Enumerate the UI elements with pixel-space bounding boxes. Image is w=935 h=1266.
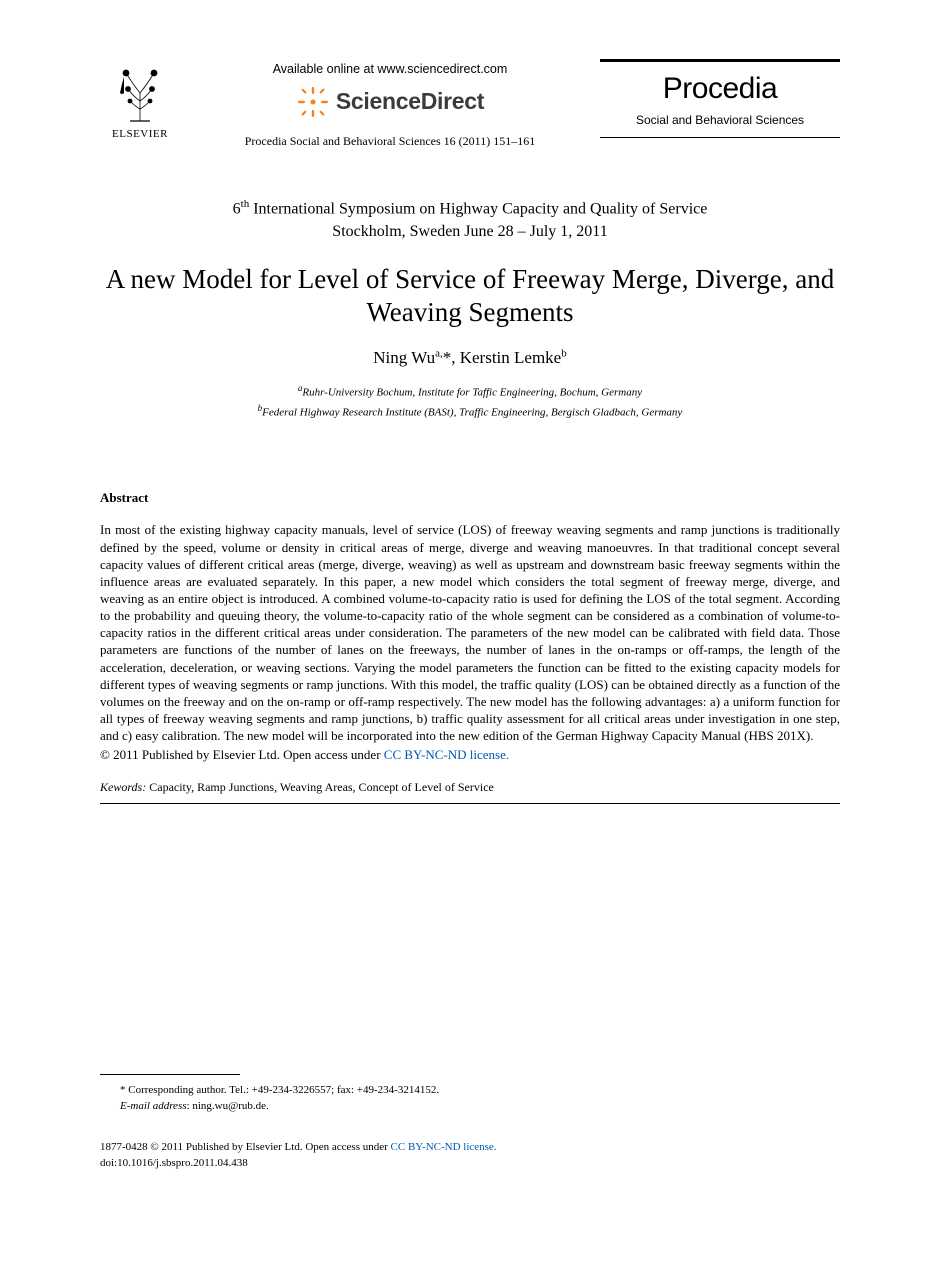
conf-ordinal-sup: th [241, 198, 250, 210]
conf-ordinal: 6 [233, 201, 241, 218]
sciencedirect-logo: ScienceDirect [180, 85, 600, 119]
corresponding-author-line: * Corresponding author. Tel.: +49-234-32… [120, 1083, 840, 1098]
email-label: E-mail address [120, 1100, 187, 1112]
conf-location-date: Stockholm, Sweden June 28 – July 1, 2011 [332, 223, 607, 240]
abstract-license-line: © 2011 Published by Elsevier Ltd. Open a… [100, 746, 840, 764]
page-footer: 1877-0428 © 2011 Published by Elsevier L… [100, 1140, 840, 1171]
license-prefix: © 2011 Published by Elsevier Ltd. [100, 747, 283, 762]
page-header: ELSEVIER Available online at www.science… [100, 55, 840, 149]
affiliations: aRuhr-University Bochum, Institute for T… [100, 382, 840, 421]
title-line-1: A new Model for Level of Service of Free… [106, 264, 835, 294]
license-link[interactable]: CC BY-NC-ND license. [384, 747, 509, 762]
sciencedirect-wordmark: ScienceDirect [336, 85, 484, 117]
author-2-affil-sup: b [561, 348, 567, 360]
footer-open-access: Open access under [305, 1141, 390, 1153]
conf-name: International Symposium on Highway Capac… [249, 201, 707, 218]
email-line: E-mail address: ning.wu@rub.de. [120, 1099, 840, 1114]
author-2-name: Kerstin Lemke [460, 348, 562, 367]
keywords-rule [100, 803, 840, 804]
keywords-line: Kewords: Capacity, Ramp Junctions, Weavi… [100, 779, 840, 796]
author-1-name: Ning Wu [373, 348, 435, 367]
corresponding-author-footnote: * Corresponding author. Tel.: +49-234-32… [100, 1083, 840, 1114]
affil-b-text: Federal Highway Research Institute (BASt… [262, 406, 682, 418]
available-online-text: Available online at www.sciencedirect.co… [180, 61, 600, 79]
author-1-asterisk: * [443, 348, 452, 367]
author-separator: , [451, 348, 460, 367]
footer-copyright-line: 1877-0428 © 2011 Published by Elsevier L… [100, 1140, 840, 1155]
title-line-2: Weaving Segments [366, 297, 573, 327]
procedia-subtitle: Social and Behavioral Sciences [604, 112, 836, 129]
conference-info: 6th International Symposium on Highway C… [100, 197, 840, 243]
license-open-access: Open access under [283, 747, 384, 762]
elsevier-tree-icon [112, 63, 168, 125]
keywords-text: Capacity, Ramp Junctions, Weaving Areas,… [146, 780, 494, 794]
footer-issn-copyright: 1877-0428 © 2011 Published by Elsevier L… [100, 1141, 305, 1153]
keywords-label: Kewords: [100, 780, 146, 794]
authors-line: Ning Wua,*, Kerstin Lemkeb [100, 346, 840, 370]
procedia-brand-box: Procedia Social and Behavioral Sciences [600, 59, 840, 138]
footer-license-link[interactable]: CC BY-NC-ND license. [391, 1141, 497, 1153]
footer-doi: doi:10.1016/j.sbspro.2011.04.438 [100, 1156, 840, 1171]
email-value: : ning.wu@rub.de. [187, 1100, 269, 1112]
elsevier-label: ELSEVIER [100, 127, 180, 142]
elsevier-logo-block: ELSEVIER [100, 55, 180, 142]
affil-a-text: Ruhr-University Bochum, Institute for Ta… [302, 387, 642, 399]
abstract-body: In most of the existing highway capacity… [100, 521, 840, 744]
abstract-heading: Abstract [100, 489, 840, 507]
sciencedirect-mark-icon [296, 85, 330, 119]
footnote-rule [100, 1074, 240, 1075]
author-1-affil-sup: a, [435, 348, 443, 360]
journal-citation: Procedia Social and Behavioral Sciences … [180, 133, 600, 150]
paper-title: A new Model for Level of Service of Free… [100, 263, 840, 328]
procedia-title: Procedia [604, 68, 836, 110]
header-center: Available online at www.sciencedirect.co… [180, 55, 600, 149]
